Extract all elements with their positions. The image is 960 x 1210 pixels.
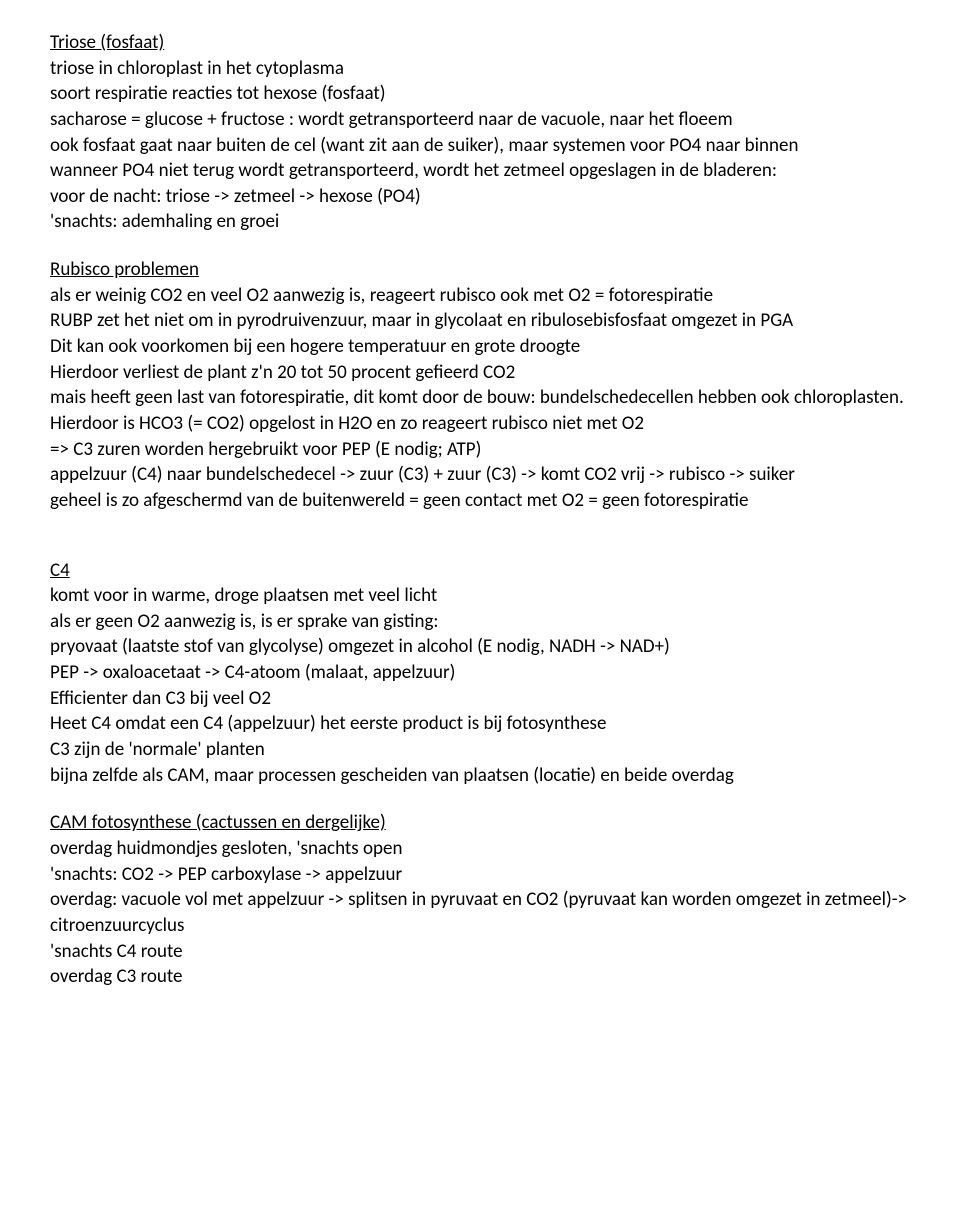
text-line: voor de nacht: triose -> zetmeel -> hexo… bbox=[50, 184, 910, 210]
text-line: RUBP zet het niet om in pyrodruivenzuur,… bbox=[50, 308, 910, 334]
heading-triose: Triose (fosfaat) bbox=[50, 30, 910, 56]
text-line: Dit kan ook voorkomen bij een hogere tem… bbox=[50, 334, 910, 360]
text-line: Hierdoor verliest de plant z'n 20 tot 50… bbox=[50, 360, 910, 386]
text-line: komt voor in warme, droge plaatsen met v… bbox=[50, 583, 910, 609]
text-line: soort respiratie reacties tot hexose (fo… bbox=[50, 81, 910, 107]
text-line: 'snachts: CO2 -> PEP carboxylase -> appe… bbox=[50, 862, 910, 888]
text-line: appelzuur (C4) naar bundelschedecel -> z… bbox=[50, 462, 910, 488]
text-line: overdag: vacuole vol met appelzuur -> sp… bbox=[50, 887, 910, 938]
text-line: pryovaat (laatste stof van glycolyse) om… bbox=[50, 634, 910, 660]
text-line: triose in chloroplast in het cytoplasma bbox=[50, 56, 910, 82]
text-line: bijna zelfde als CAM, maar processen ges… bbox=[50, 763, 910, 789]
text-line: wanneer PO4 niet terug wordt getransport… bbox=[50, 158, 910, 184]
text-line: Heet C4 omdat een C4 (appelzuur) het eer… bbox=[50, 711, 910, 737]
text-line: 'snachts: ademhaling en groei bbox=[50, 209, 910, 235]
heading-c4: C4 bbox=[50, 558, 910, 584]
text-line: ook fosfaat gaat naar buiten de cel (wan… bbox=[50, 133, 910, 159]
document-page: Triose (fosfaat) triose in chloroplast i… bbox=[0, 0, 960, 1210]
text-line: 'snachts C4 route bbox=[50, 939, 910, 965]
paragraph-cam: CAM fotosynthese (cactussen en dergelijk… bbox=[50, 810, 910, 989]
text-line: Efficienter dan C3 bij veel O2 bbox=[50, 686, 910, 712]
heading-cam: CAM fotosynthese (cactussen en dergelijk… bbox=[50, 810, 910, 836]
text-line: als er weinig CO2 en veel O2 aanwezig is… bbox=[50, 283, 910, 309]
paragraph-c4: C4 komt voor in warme, droge plaatsen me… bbox=[50, 558, 910, 789]
text-line: => C3 zuren worden hergebruikt voor PEP … bbox=[50, 437, 910, 463]
paragraph-rubisco: Rubisco problemen als er weinig CO2 en v… bbox=[50, 257, 910, 513]
text-line: overdag C3 route bbox=[50, 964, 910, 990]
text-line: sacharose = glucose + fructose : wordt g… bbox=[50, 107, 910, 133]
spacer bbox=[50, 536, 910, 558]
paragraph-triose: Triose (fosfaat) triose in chloroplast i… bbox=[50, 30, 910, 235]
text-line: mais heeft geen last van fotorespiratie,… bbox=[50, 385, 910, 436]
text-line: overdag huidmondjes gesloten, 'snachts o… bbox=[50, 836, 910, 862]
text-line: PEP -> oxaloacetaat -> C4-atoom (malaat,… bbox=[50, 660, 910, 686]
text-line: C3 zijn de 'normale' planten bbox=[50, 737, 910, 763]
text-line: geheel is zo afgeschermd van de buitenwe… bbox=[50, 488, 910, 514]
heading-rubisco: Rubisco problemen bbox=[50, 257, 910, 283]
text-line: als er geen O2 aanwezig is, is er sprake… bbox=[50, 609, 910, 635]
